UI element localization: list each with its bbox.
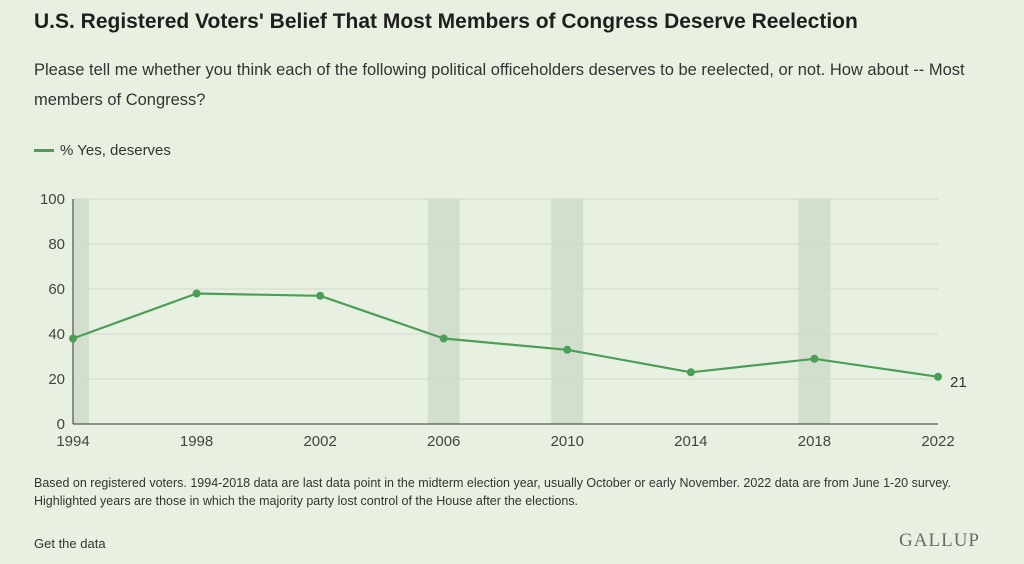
get-data-link[interactable]: Get the data	[34, 536, 106, 551]
y-tick-label: 100	[40, 191, 65, 208]
x-tick-label: 1994	[56, 433, 89, 450]
data-point	[192, 289, 201, 298]
x-tick-label: 2018	[798, 433, 831, 450]
data-point	[810, 354, 819, 363]
x-tick-label: 2002	[303, 433, 336, 450]
x-tick-label: 2014	[674, 433, 707, 450]
legend-swatch	[34, 149, 54, 152]
y-tick-label: 80	[48, 236, 65, 253]
chart-subtitle: Please tell me whether you think each of…	[34, 61, 965, 109]
y-tick-label: 60	[48, 281, 65, 298]
x-tick-label: 2006	[427, 433, 460, 450]
data-point	[439, 334, 448, 343]
highlight-band-2006	[427, 199, 460, 424]
data-point	[563, 345, 572, 354]
x-tick-label: 2010	[551, 433, 584, 450]
data-point	[934, 372, 942, 381]
x-tick-label: 2022	[921, 433, 954, 450]
highlight-band-1994	[73, 199, 89, 424]
chart-title: U.S. Registered Voters' Belief That Most…	[34, 10, 858, 33]
legend: % Yes, deserves	[34, 142, 171, 159]
y-tick-label: 20	[48, 371, 65, 388]
data-point	[69, 334, 77, 343]
y-tick-label: 40	[48, 326, 65, 343]
highlight-band-2010	[551, 199, 584, 424]
end-value-label: 21	[950, 374, 967, 391]
footnote: Based on registered voters. 1994-2018 da…	[34, 476, 951, 508]
series-line	[72, 292, 939, 378]
gallup-logo: GALLUP	[899, 530, 980, 551]
legend-label: % Yes, deserves	[60, 142, 171, 159]
y-tick-label: 0	[57, 416, 65, 433]
x-tick-label: 1998	[180, 433, 213, 450]
data-point	[316, 291, 325, 300]
highlight-band-2018	[798, 199, 831, 424]
data-point	[686, 368, 695, 377]
